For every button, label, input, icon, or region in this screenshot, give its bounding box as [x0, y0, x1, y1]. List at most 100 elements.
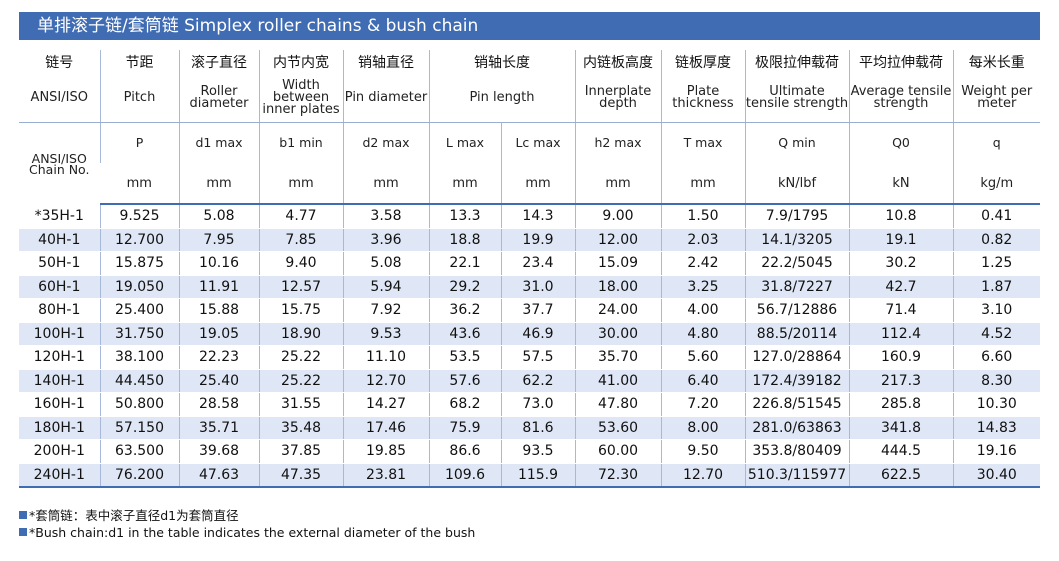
header-symbol: d2 max — [342, 122, 429, 163]
table-cell: 15.75 — [258, 298, 343, 323]
table-cell: 2.42 — [660, 251, 745, 276]
table-cell: 9.53 — [342, 322, 429, 346]
table-cell: 4.00 — [660, 298, 745, 323]
table-cell: 17.46 — [342, 416, 429, 440]
table-cell: 25.400 — [99, 298, 179, 323]
table-cell: 46.9 — [500, 322, 575, 346]
header-symbol: h2 max — [574, 122, 661, 163]
chain-spec-table: 链号 节距 滚子直径 内节内宽 销轴直径 销轴长度 内链板高度 链板厚度 极限拉… — [19, 50, 1040, 488]
table-cell: 3.10 — [952, 298, 1040, 323]
header-en: Plate thickness — [660, 74, 745, 122]
table-cell: 76.200 — [99, 463, 179, 488]
header-symbol: Lc max — [500, 122, 575, 163]
header-en: Weight per meter — [952, 74, 1040, 122]
header-en: Average tensile strength — [848, 74, 953, 122]
table-cell: 8.00 — [660, 416, 745, 440]
table-cell: 35.70 — [574, 345, 661, 370]
table-cell: 6.60 — [952, 345, 1040, 370]
table-cell: 47.80 — [574, 392, 661, 417]
header-en: ANSI/ISO — [30, 90, 88, 105]
chain-number-cell: *35H-1 — [19, 204, 100, 229]
table-cell: 14.1/3205 — [744, 228, 849, 252]
header-en: Ultimate tensile strength — [744, 74, 849, 122]
table-cell: 10.8 — [848, 204, 953, 229]
header-en: Pin diameter — [342, 74, 429, 122]
chain-number-cell: 180H-1 — [19, 416, 100, 440]
table-cell: 73.0 — [500, 392, 575, 417]
table-cell: 47.35 — [258, 463, 343, 488]
table-cell: 93.5 — [500, 439, 575, 464]
header-en: Pitch — [99, 74, 179, 122]
table-cell: 18.90 — [258, 322, 343, 346]
table-cell: 160.9 — [848, 345, 953, 370]
table-cell: 47.63 — [178, 463, 259, 488]
header-unit: mm — [574, 163, 661, 205]
chain-number-cell: 140H-1 — [19, 369, 100, 393]
table-cell: 3.25 — [660, 275, 745, 299]
table-cell: 57.6 — [428, 369, 501, 393]
table-row: 120H-1 38.100 22.23 25.22 11.10 53.5 57.5 35.70… — [19, 345, 1040, 370]
header-unit: kg/m — [952, 163, 1040, 205]
table-cell: 4.80 — [660, 322, 745, 346]
note-zh: *套筒链：表中滚子直径d1为套筒直径 — [19, 507, 475, 524]
header-symbol: b1 min — [258, 122, 343, 163]
table-cell: 12.70 — [342, 369, 429, 393]
table-cell: 0.41 — [952, 204, 1040, 229]
table-cell: 35.48 — [258, 416, 343, 440]
table-cell: 9.40 — [258, 251, 343, 276]
table-cell: 341.8 — [848, 416, 953, 440]
table-cell: 25.40 — [178, 369, 259, 393]
table-cell: 3.58 — [342, 204, 429, 229]
header-unit: mm — [660, 163, 745, 205]
square-bullet-icon — [19, 528, 27, 536]
table-cell: 22.2/5045 — [744, 251, 849, 276]
header-symbol: q — [952, 122, 1040, 163]
table-cell: 19.05 — [178, 322, 259, 346]
table-cell: 4.77 — [258, 204, 343, 229]
table-cell: 5.08 — [178, 204, 259, 229]
table-cell: 4.52 — [952, 322, 1040, 346]
table-cell: 31.8/7227 — [744, 275, 849, 299]
table-cell: 109.6 — [428, 463, 501, 488]
table-cell: 30.40 — [952, 463, 1040, 488]
table-cell: 0.82 — [952, 228, 1040, 252]
header-en: Pin length — [428, 74, 575, 122]
table-cell: 25.22 — [258, 369, 343, 393]
table-cell: 23.4 — [500, 251, 575, 276]
chain-number-cell: 40H-1 — [19, 228, 100, 252]
table-cell: 14.83 — [952, 416, 1040, 440]
table-cell: 217.3 — [848, 369, 953, 393]
chain-number-cell: 200H-1 — [19, 439, 100, 464]
table-cell: 7.20 — [660, 392, 745, 417]
table-cell: 23.81 — [342, 463, 429, 488]
table-cell: 226.8/51545 — [744, 392, 849, 417]
table-cell: 62.2 — [500, 369, 575, 393]
table-cell: 12.700 — [99, 228, 179, 252]
table-cell: 172.4/39182 — [744, 369, 849, 393]
table-cell: 7.85 — [258, 228, 343, 252]
table-row: 140H-1 44.450 25.40 25.22 12.70 57.6 62.2 41.00… — [19, 369, 1040, 393]
header-unit: mm — [428, 163, 501, 205]
header-row-symbols: ANSI/ISO Chain No. P d1 max b1 min d2 ma… — [19, 122, 1040, 175]
table-cell: 25.22 — [258, 345, 343, 370]
table-cell: 7.95 — [178, 228, 259, 252]
table-cell: 14.3 — [500, 204, 575, 229]
table-cell: 15.88 — [178, 298, 259, 323]
table-cell: 53.5 — [428, 345, 501, 370]
header-symbol: P — [99, 122, 179, 163]
header-symbol: ANSI/ISO Chain No. — [29, 150, 90, 177]
header-row-units: mm mm mm mm mm mm mm mm kN/lbf kN kg/m — [19, 163, 1040, 205]
table-cell: 15.875 — [99, 251, 179, 276]
header-unit: mm — [500, 163, 575, 205]
table-cell: 11.91 — [178, 275, 259, 299]
chain-number-cell: 120H-1 — [19, 345, 100, 370]
table-cell: 60.00 — [574, 439, 661, 464]
table-cell: 5.94 — [342, 275, 429, 299]
table-cell: 7.9/1795 — [744, 204, 849, 229]
header-zh: 链板厚度 — [660, 50, 745, 74]
table-cell: 31.750 — [99, 322, 179, 346]
table-cell: 5.60 — [660, 345, 745, 370]
table-cell: 5.08 — [342, 251, 429, 276]
table-cell: 37.85 — [258, 439, 343, 464]
header-symbol: T max — [660, 122, 745, 163]
